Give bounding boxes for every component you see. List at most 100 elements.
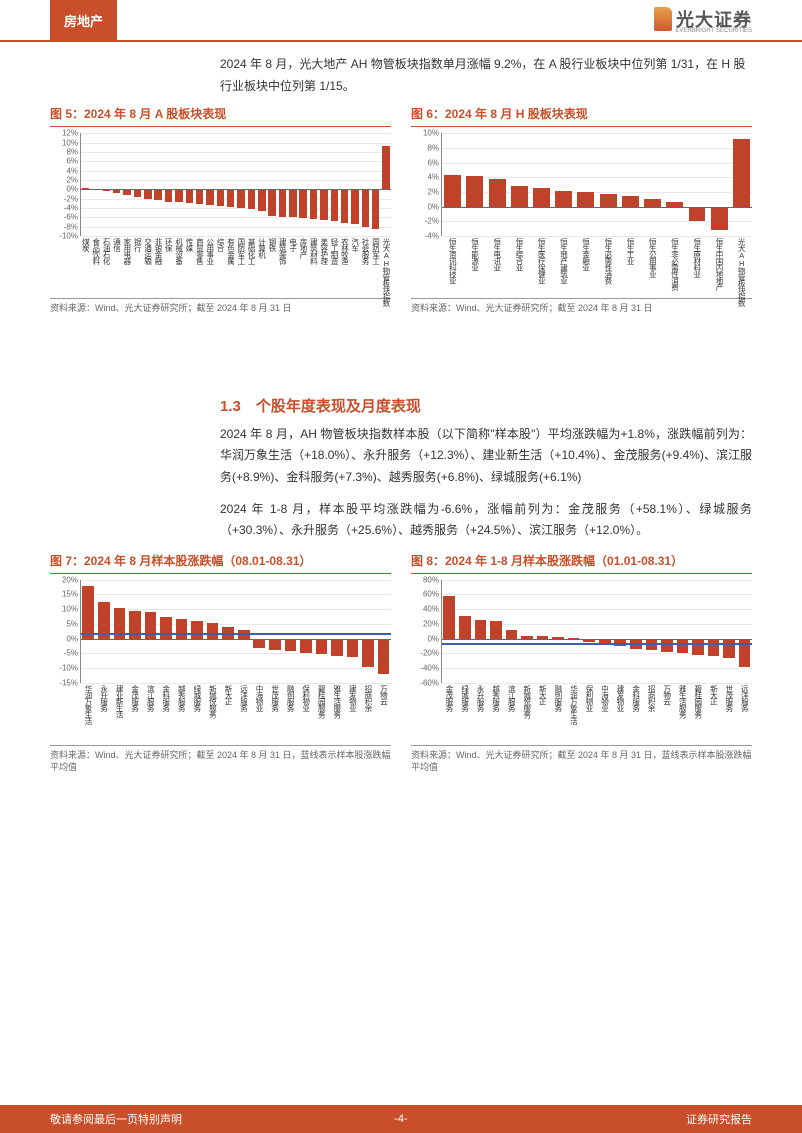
footer-right: 证券研究报告: [686, 1111, 752, 1127]
bar: 恒生地产建筑业: [553, 133, 574, 236]
bar: 综合: [216, 133, 225, 236]
bar: 融创服务: [283, 580, 298, 683]
bar: 建业新生活: [112, 580, 127, 683]
bar: 公用事业: [205, 133, 214, 236]
bar: 恒生中国内地地产: [709, 133, 730, 236]
bar: 社会服务: [361, 133, 370, 236]
bar: 保利物业: [582, 580, 597, 683]
chart5-col: 图 5：2024 年 8 月 A 股板块表现 -10%-8%-6%-4%-2%0…: [50, 105, 391, 315]
bar: 家用电器: [122, 133, 131, 236]
bar: 计算机: [257, 133, 266, 236]
chart8: -60%-40%-20%0%20%40%60%80%金茂服务绿城服务永升服务越秀…: [411, 580, 752, 745]
bar: 国防军工: [371, 133, 380, 236]
section-title: 1.3 个股年度表现及月度表现: [220, 395, 752, 416]
bar: 恒生公用事业: [642, 133, 663, 236]
bar: 万物云: [660, 580, 675, 683]
bar: 恒生非必需性消费: [664, 133, 685, 236]
bar: 融创服务: [551, 580, 566, 683]
page-content: 2024 年 8 月，光大地产 AH 物管板块指数单月涨幅 9.2%，在 A 股…: [0, 42, 802, 774]
chart7-title: 图 7：2024 年 8 月样本股涨跌幅（08.01-08.31）: [50, 552, 391, 574]
section-p1: 2024 年 8 月，AH 物管板块指数样本股（以下简称"样本股"）平均涨跌幅为…: [220, 424, 752, 489]
bar: 有色金属: [226, 133, 235, 236]
bar: 滨江服务: [504, 580, 519, 683]
bar: 恒生医疗保健业: [531, 133, 552, 236]
bar: 中海物业: [597, 580, 612, 683]
bar: 恒生资讯科技业: [442, 133, 463, 236]
logo-en: EVERBRIGHT SECURITIES: [652, 28, 752, 34]
bar: 招商积余: [644, 580, 659, 683]
bar: 恒生工业: [620, 133, 641, 236]
bar: 新城悦服务: [205, 580, 220, 683]
chart-row-1: 图 5：2024 年 8 月 A 股板块表现 -10%-8%-6%-4%-2%0…: [50, 105, 752, 315]
logo: 光大证券 EVERBRIGHT SECURITIES: [654, 6, 752, 32]
bar: 招商积余: [361, 580, 376, 683]
bar: 世茂服务: [722, 580, 737, 683]
bar: 恒生原材料业: [686, 133, 707, 236]
bar: 新大正: [535, 580, 550, 683]
chart8-col: 图 8：2024 年 1-8 月样本股涨跌幅（01.01-08.31） -60%…: [411, 552, 752, 774]
bar: 永升服务: [97, 580, 112, 683]
bar: 雅生活服务: [675, 580, 690, 683]
chart5-title: 图 5：2024 年 8 月 A 股板块表现: [50, 105, 391, 127]
bar: 滨江服务: [143, 580, 158, 683]
bar: 美容护理: [319, 133, 328, 236]
bar: 万物云: [376, 580, 391, 683]
bar: 金茂服务: [128, 580, 143, 683]
bar: 汽车: [350, 133, 359, 236]
bar: 食品饮料: [91, 133, 100, 236]
bar: 华润万象生活: [81, 580, 96, 683]
bar: 永升服务: [473, 580, 488, 683]
chart6-source: 资料来源：Wind、光大证券研究所；截至 2024 年 8 月 31 日: [411, 298, 752, 315]
bar: 建筑材料: [309, 133, 318, 236]
category-tag: 房地产: [50, 0, 117, 40]
bar: 保利物业: [299, 580, 314, 683]
bar: 环保: [164, 133, 173, 236]
chart7-col: 图 7：2024 年 8 月样本股涨跌幅（08.01-08.31） -15%-1…: [50, 552, 391, 774]
bar: 建筑装饰: [278, 133, 287, 236]
bar: 越秀服务: [174, 580, 189, 683]
bar: 光大AH物管板块指数: [731, 133, 752, 236]
bar: 世茂服务: [268, 580, 283, 683]
bar: 光大AH物管板块指数: [381, 133, 390, 236]
bar: 机械设备: [174, 133, 183, 236]
bar: 绿城服务: [190, 580, 205, 683]
bar: 钢铁: [267, 133, 276, 236]
page-footer: 敬请参阅最后一页特别声明 -4- 证券研究报告: [0, 1105, 802, 1133]
bar: 雅生活服务: [330, 580, 345, 683]
page-number: -4-: [394, 1113, 407, 1125]
bar: 绿城服务: [458, 580, 473, 683]
section-p2: 2024 年 1-8 月，样本股平均涨跌幅为-6.6%，涨幅前列为：金茂服务（+…: [220, 499, 752, 542]
bar: 石油石化: [102, 133, 111, 236]
bar: 碧桂园服务: [691, 580, 706, 683]
bar: 中海物业: [252, 580, 267, 683]
bar: 银行: [133, 133, 142, 236]
bar: 远洋服务: [236, 580, 251, 683]
chart5-source: 资料来源：Wind、光大证券研究所；截至 2024 年 8 月 31 日: [50, 298, 391, 315]
bar: 商贸零售: [195, 133, 204, 236]
chart6-title: 图 6：2024 年 8 月 H 股板块表现: [411, 105, 752, 127]
bar: 新大正: [221, 580, 236, 683]
chart6-col: 图 6：2024 年 8 月 H 股板块表现 -4%-2%0%2%4%6%8%1…: [411, 105, 752, 315]
bar: 煤炭: [81, 133, 90, 236]
bar: 金科服务: [159, 580, 174, 683]
bar: 交通运输: [143, 133, 152, 236]
bar: 非银金融: [154, 133, 163, 236]
bar: 金科服务: [629, 580, 644, 683]
bar: 越秀服务: [489, 580, 504, 683]
bar: 建发物业: [613, 580, 628, 683]
chart-row-2: 图 7：2024 年 8 月样本股涨跌幅（08.01-08.31） -15%-1…: [50, 552, 752, 774]
bar: 金茂服务: [442, 580, 457, 683]
bar: 恒生电讯业: [486, 133, 507, 236]
page-header: 房地产 光大证券 EVERBRIGHT SECURITIES: [0, 0, 802, 42]
chart8-title: 图 8：2024 年 1-8 月样本股涨跌幅（01.01-08.31）: [411, 552, 752, 574]
chart8-source: 资料来源：Wind、光大证券研究所；截至 2024 年 8 月 31 日，蓝线表…: [411, 745, 752, 774]
bar: 电子: [288, 133, 297, 236]
bar: 远洋服务: [737, 580, 752, 683]
chart7-source: 资料来源：Wind、光大证券研究所；截至 2024 年 8 月 31 日，蓝线表…: [50, 745, 391, 774]
bar: 基础化工: [247, 133, 256, 236]
intro-paragraph: 2024 年 8 月，光大地产 AH 物管板块指数单月涨幅 9.2%，在 A 股…: [220, 54, 752, 97]
bar: 新城悦服务: [520, 580, 535, 683]
bar: 国防军工: [236, 133, 245, 236]
bar: 房地产: [299, 133, 308, 236]
bar: 碧桂园服务: [314, 580, 329, 683]
